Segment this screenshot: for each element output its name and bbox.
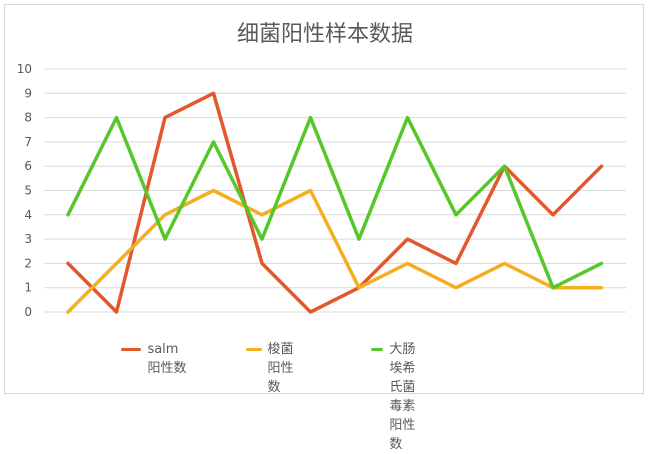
legend-swatch-ecoli <box>371 348 383 351</box>
legend-label-clostridium: 梭菌 阳性数 <box>268 340 300 397</box>
series-line-salm <box>68 93 602 312</box>
legend-label-ecoli: 大肠埃希 氏菌毒素 阳性数 <box>389 340 424 454</box>
y-tick-label: 10 <box>17 62 32 76</box>
y-tick-label: 6 <box>24 159 32 173</box>
legend-swatch-salm <box>121 348 141 351</box>
y-tick-label: 1 <box>24 281 32 295</box>
y-tick-label: 3 <box>24 232 32 246</box>
legend-swatch-clostridium <box>246 348 262 351</box>
y-tick-label: 9 <box>24 86 32 100</box>
y-tick-label: 8 <box>24 111 32 125</box>
legend-label-ecoli-line2: 氏菌毒素 阳性数 <box>389 378 424 454</box>
line-chart: 0 1 2 3 4 5 6 7 8 9 10 <box>0 0 650 402</box>
series-line-ecoli <box>68 118 602 288</box>
legend-label-ecoli-line1: 大肠埃希 <box>389 340 424 378</box>
legend-label-salm: salm 阳性数 <box>147 340 192 378</box>
y-tick-label: 2 <box>24 256 32 270</box>
legend-item-clostridium: 梭菌 阳性数 <box>246 340 299 397</box>
y-tick-label: 0 <box>24 305 32 319</box>
y-tick-label: 7 <box>24 135 32 149</box>
y-tick-label: 4 <box>24 208 32 222</box>
legend-item-ecoli: 大肠埃希 氏菌毒素 阳性数 <box>371 340 424 454</box>
legend-item-salm: salm 阳性数 <box>121 340 192 378</box>
y-tick-label: 5 <box>24 184 32 198</box>
